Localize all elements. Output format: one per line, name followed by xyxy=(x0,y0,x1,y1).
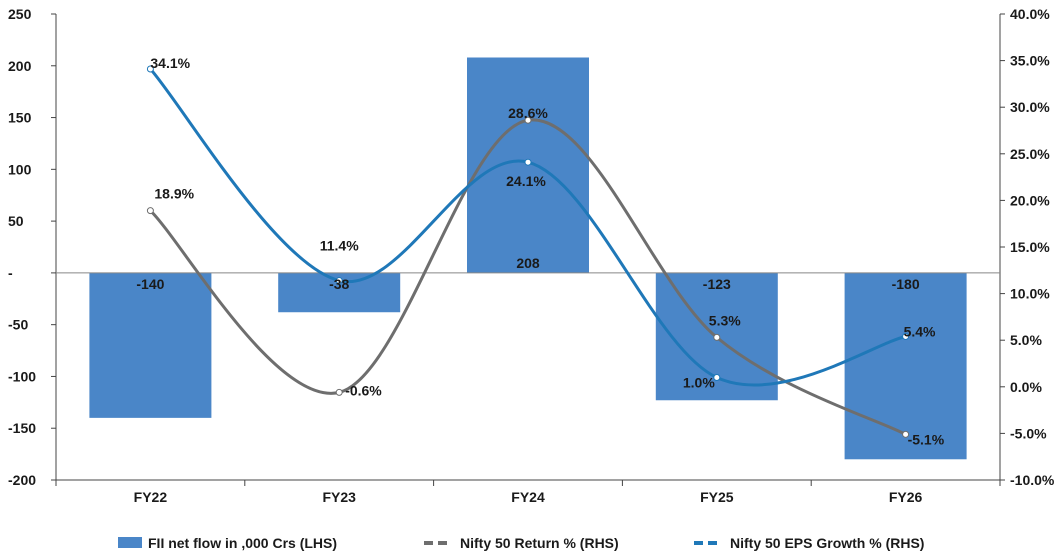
point-nifty-return xyxy=(146,207,154,215)
return-data-label: 18.9% xyxy=(154,186,194,202)
return-data-label: 28.6% xyxy=(508,105,548,121)
line-nifty-eps-growth xyxy=(149,67,906,387)
right-tick-label: 25.0% xyxy=(1010,146,1050,162)
left-tick-label: 50 xyxy=(8,213,24,229)
point-nifty-eps-growth xyxy=(524,158,532,166)
bar-data-label: -180 xyxy=(892,276,920,292)
x-tick-label: FY25 xyxy=(700,489,734,505)
x-tick-label: FY26 xyxy=(889,489,923,505)
bar-fii-net-flow xyxy=(89,272,212,418)
left-tick-label: 250 xyxy=(8,6,32,22)
legend-label-return: Nifty 50 Return % (RHS) xyxy=(460,535,619,551)
right-tick-label: 15.0% xyxy=(1010,239,1050,255)
point-nifty-return xyxy=(902,430,910,438)
point-nifty-eps-growth xyxy=(902,332,910,340)
x-tick-label: FY24 xyxy=(511,489,545,505)
bar-data-label: 208 xyxy=(516,255,540,271)
bar-data-label: -123 xyxy=(703,276,731,292)
legend-label-fii: FII net flow in ,000 Crs (LHS) xyxy=(148,535,337,551)
eps-data-label: 34.1% xyxy=(150,55,190,71)
bar-fii-net-flow xyxy=(844,272,967,460)
left-tick-label: - xyxy=(8,265,13,281)
point-nifty-return xyxy=(713,333,721,341)
right-tick-label: 35.0% xyxy=(1010,53,1050,69)
right-tick-label: 5.0% xyxy=(1010,332,1042,348)
eps-data-label: 5.4% xyxy=(904,323,936,339)
left-tick-label: 150 xyxy=(8,110,32,126)
right-tick-label: 40.0% xyxy=(1010,6,1050,22)
legend-label-eps: Nifty 50 EPS Growth % (RHS) xyxy=(730,535,924,551)
eps-data-label: 24.1% xyxy=(506,173,546,189)
eps-data-label: 1.0% xyxy=(683,374,715,390)
point-nifty-eps-growth xyxy=(713,373,721,381)
point-nifty-return xyxy=(335,388,343,396)
point-nifty-eps-growth xyxy=(146,65,154,73)
bar-data-label: -140 xyxy=(136,276,164,292)
left-tick-label: -50 xyxy=(8,317,28,333)
eps-data-label: 11.4% xyxy=(320,238,359,254)
right-tick-label: -5.0% xyxy=(1010,425,1047,441)
point-nifty-return xyxy=(524,116,532,124)
left-tick-label: 100 xyxy=(8,161,32,177)
return-data-label: -5.1% xyxy=(908,431,945,447)
line-nifty-return xyxy=(149,118,907,436)
return-data-label: 5.3% xyxy=(709,312,741,328)
right-tick-label: 30.0% xyxy=(1010,99,1050,115)
right-tick-label: 20.0% xyxy=(1010,192,1050,208)
right-tick-label: -10.0% xyxy=(1010,472,1055,488)
right-tick-label: 0.0% xyxy=(1010,379,1042,395)
return-data-label: -0.6% xyxy=(345,382,382,398)
x-tick-label: FY23 xyxy=(322,489,356,505)
left-tick-label: -150 xyxy=(8,420,36,436)
bar-data-label: -38 xyxy=(329,276,349,292)
left-tick-label: -200 xyxy=(8,472,36,488)
legend-swatch-fii xyxy=(118,537,142,548)
left-tick-label: -100 xyxy=(8,368,36,384)
point-nifty-eps-growth xyxy=(335,277,343,285)
left-tick-label: 200 xyxy=(8,58,32,74)
x-tick-label: FY22 xyxy=(134,489,168,505)
right-tick-label: 10.0% xyxy=(1010,286,1050,302)
